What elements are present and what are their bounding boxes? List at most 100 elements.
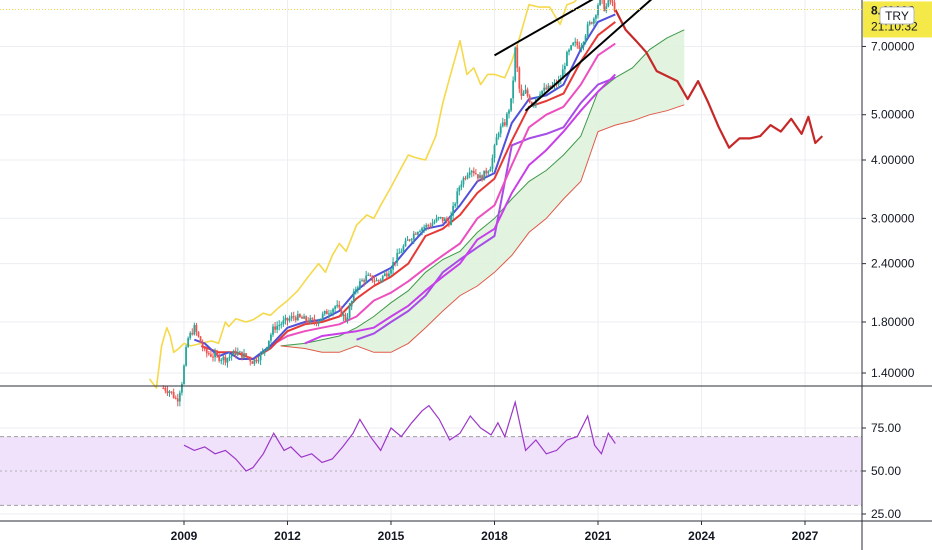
candle-body-215 (607, 0, 610, 7)
candle-body-113 (396, 253, 399, 263)
candle-body-57 (280, 324, 283, 326)
candle-body-80 (328, 313, 330, 315)
candle-body-12 (187, 338, 190, 348)
candle-body-161 (495, 137, 498, 146)
candle-body-49 (263, 350, 266, 352)
candle-body-198 (572, 42, 575, 46)
candle-body-118 (406, 239, 409, 241)
candle-body-200 (576, 41, 579, 46)
candle-body-122 (414, 233, 417, 235)
candle-body-132 (435, 218, 438, 222)
candle-body-193 (561, 69, 564, 80)
candle-body-71 (309, 318, 312, 323)
price-tick-label: 1.40000 (871, 366, 915, 380)
candle-body-178 (530, 102, 533, 106)
candle-body-203 (582, 42, 585, 48)
candle-body-86 (340, 307, 343, 317)
candle-body-147 (466, 175, 469, 179)
candle-body-27 (218, 355, 221, 361)
candle-body-85 (338, 304, 341, 308)
candle-body-101 (371, 275, 374, 281)
candle-body-195 (566, 51, 568, 66)
candle-body-11 (185, 347, 187, 366)
candle-body-97 (363, 280, 365, 282)
candle-body-209 (595, 15, 597, 19)
time-tick-label: 2024 (688, 529, 715, 543)
price-tick-label: 7.00000 (871, 39, 915, 53)
candle-body-184 (543, 87, 546, 91)
candle-body-148 (468, 172, 471, 176)
candle-body-94 (356, 287, 359, 290)
candle-body-119 (408, 239, 411, 241)
candle-body-70 (307, 320, 310, 323)
candle-body-58 (282, 320, 285, 325)
candle-body-48 (261, 351, 264, 354)
candle-body-157 (487, 171, 490, 174)
candle-body-134 (439, 217, 442, 219)
candle-body-205 (586, 24, 589, 36)
candle-body-186 (547, 85, 550, 90)
candle-body-177 (528, 95, 531, 103)
candle-body-109 (388, 273, 390, 277)
candle-body-63 (292, 316, 295, 318)
candle-body-66 (299, 314, 301, 317)
candle-body-68 (303, 316, 305, 319)
candle-body-39 (243, 353, 245, 358)
candle-body-201 (578, 45, 581, 49)
candle-body-18 (199, 336, 202, 343)
candle-body-174 (522, 93, 525, 96)
candle-body-196 (568, 49, 570, 52)
ichimoku-cloud (280, 29, 685, 353)
candle-body-28 (220, 359, 223, 361)
candle-body-111 (392, 262, 394, 270)
candle-body-114 (398, 252, 401, 254)
candle-body-40 (245, 353, 247, 357)
candle-body-50 (265, 347, 268, 351)
candle-body-100 (369, 274, 372, 276)
candle-body-31 (226, 358, 229, 363)
candle-body-167 (508, 110, 510, 114)
candle-body-216 (609, 0, 612, 2)
candle-body-140 (452, 205, 454, 216)
price-tick-label: 4.00000 (871, 153, 915, 167)
candle-body-155 (483, 170, 486, 181)
candle-body-17 (197, 331, 200, 337)
candle-body-10 (183, 365, 185, 384)
candle-body-152 (477, 174, 479, 179)
candle-body-154 (481, 175, 483, 181)
candle-body-197 (570, 45, 572, 50)
candle-body-207 (590, 22, 593, 24)
candle-body-54 (274, 326, 276, 330)
trendline-0 (494, 0, 594, 57)
candle-body-160 (493, 145, 496, 158)
candle-body-29 (222, 356, 225, 360)
candle-body-21 (205, 349, 208, 354)
candle-body-108 (385, 273, 388, 277)
candle-body-93 (354, 289, 357, 292)
candle-body-60 (286, 317, 289, 321)
candle-body-22 (207, 353, 210, 355)
candle-body-32 (228, 356, 231, 359)
cloud-lower-line (280, 104, 685, 353)
candle-body-158 (489, 168, 492, 172)
candle-body-156 (485, 170, 488, 174)
candle-body-41 (247, 356, 250, 359)
candle-body-53 (272, 326, 274, 335)
trendlines (494, 0, 653, 112)
price-tick-label: 9 (871, 0, 878, 2)
candle-body-138 (448, 220, 450, 226)
candle-body-88 (344, 314, 347, 321)
candle-body-166 (506, 113, 508, 126)
candle-body-62 (290, 316, 293, 319)
candle-body-126 (423, 227, 426, 229)
candle-body-61 (288, 318, 291, 321)
candle-body-7 (176, 398, 179, 402)
candle-body-72 (311, 318, 314, 320)
candle-body-123 (417, 232, 419, 235)
candle-body-15 (193, 325, 196, 335)
candle-body-120 (410, 239, 413, 241)
candle-body-127 (425, 224, 428, 228)
candle-body-143 (458, 187, 461, 192)
candle-body-83 (334, 306, 337, 309)
